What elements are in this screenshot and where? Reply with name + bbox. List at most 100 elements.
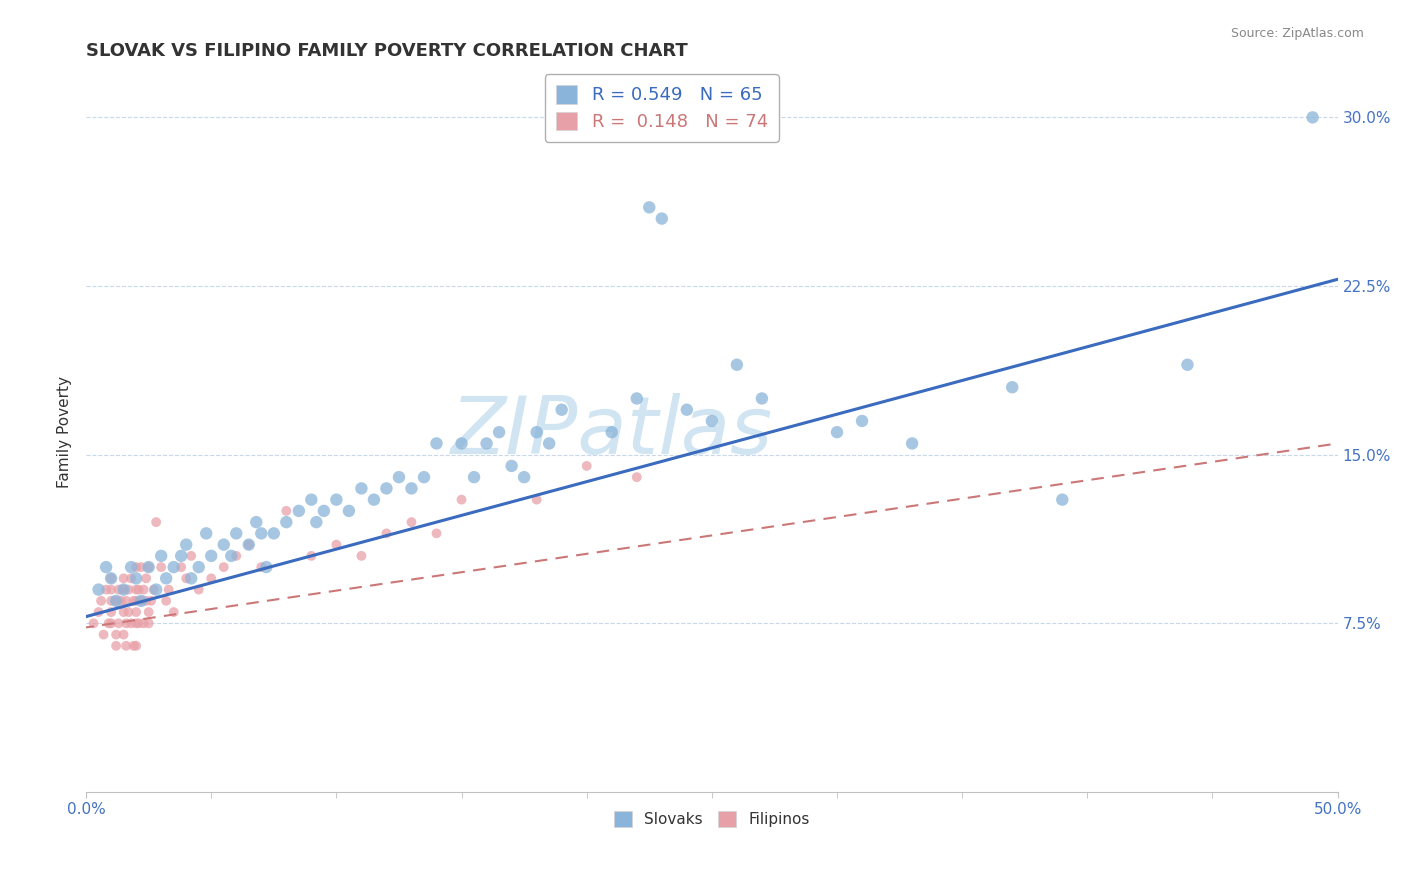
Point	[150, 560, 173, 574]
Point	[135, 571, 157, 585]
Point	[155, 571, 177, 585]
Point	[187, 582, 209, 597]
Point	[125, 582, 148, 597]
Point	[238, 538, 260, 552]
Point	[145, 582, 167, 597]
Point	[575, 458, 598, 473]
Point	[901, 436, 924, 450]
Point	[138, 560, 160, 574]
Point	[375, 526, 398, 541]
Point	[129, 560, 152, 574]
Point	[112, 571, 135, 585]
Point	[107, 616, 129, 631]
Point	[638, 200, 661, 214]
Point	[200, 571, 222, 585]
Point	[155, 594, 177, 608]
Point	[145, 515, 167, 529]
Point	[122, 594, 145, 608]
Point	[132, 582, 155, 597]
Point	[122, 639, 145, 653]
Point	[170, 560, 193, 574]
Point	[138, 605, 160, 619]
Point	[94, 560, 117, 574]
Point	[115, 594, 138, 608]
Point	[600, 425, 623, 440]
Point	[212, 538, 235, 552]
Point	[157, 582, 180, 597]
Point	[120, 560, 142, 574]
Y-axis label: Family Poverty: Family Poverty	[58, 376, 72, 488]
Point	[1177, 358, 1199, 372]
Point	[163, 605, 186, 619]
Point	[825, 425, 848, 440]
Point	[100, 571, 122, 585]
Point	[325, 538, 347, 552]
Point	[401, 515, 423, 529]
Point	[187, 560, 209, 574]
Point	[100, 571, 122, 585]
Point	[299, 549, 322, 563]
Text: ZIPatlas: ZIPatlas	[451, 393, 773, 471]
Point	[105, 627, 128, 641]
Point	[87, 582, 110, 597]
Point	[100, 582, 122, 597]
Point	[350, 549, 373, 563]
Point	[125, 560, 148, 574]
Point	[125, 639, 148, 653]
Point	[245, 515, 267, 529]
Point	[128, 582, 150, 597]
Point	[125, 605, 148, 619]
Point	[463, 470, 485, 484]
Point	[475, 436, 498, 450]
Point	[388, 470, 411, 484]
Point	[100, 605, 122, 619]
Point	[538, 436, 561, 450]
Point	[120, 616, 142, 631]
Point	[120, 571, 142, 585]
Point	[115, 616, 138, 631]
Point	[138, 560, 160, 574]
Point	[174, 571, 197, 585]
Point	[105, 639, 128, 653]
Point	[200, 549, 222, 563]
Point	[94, 582, 117, 597]
Point	[212, 560, 235, 574]
Point	[174, 538, 197, 552]
Point	[254, 560, 277, 574]
Point	[675, 402, 697, 417]
Point	[87, 605, 110, 619]
Point	[142, 582, 165, 597]
Text: Source: ZipAtlas.com: Source: ZipAtlas.com	[1230, 27, 1364, 40]
Point	[1052, 492, 1074, 507]
Point	[180, 549, 202, 563]
Point	[1001, 380, 1024, 394]
Point	[312, 504, 335, 518]
Point	[363, 492, 385, 507]
Point	[128, 616, 150, 631]
Point	[163, 560, 186, 574]
Point	[83, 616, 105, 631]
Point	[425, 526, 447, 541]
Point	[219, 549, 242, 563]
Point	[288, 504, 311, 518]
Point	[526, 425, 548, 440]
Point	[115, 639, 138, 653]
Point	[132, 616, 155, 631]
Point	[125, 616, 148, 631]
Point	[337, 504, 360, 518]
Point	[112, 582, 135, 597]
Point	[299, 492, 322, 507]
Point	[110, 594, 132, 608]
Point	[129, 594, 152, 608]
Point	[225, 526, 247, 541]
Point	[751, 392, 773, 406]
Point	[250, 560, 273, 574]
Text: SLOVAK VS FILIPINO FAMILY POVERTY CORRELATION CHART: SLOVAK VS FILIPINO FAMILY POVERTY CORREL…	[86, 42, 688, 60]
Point	[401, 482, 423, 496]
Point	[851, 414, 873, 428]
Point	[526, 492, 548, 507]
Point	[135, 594, 157, 608]
Point	[626, 470, 648, 484]
Point	[180, 571, 202, 585]
Point	[225, 549, 247, 563]
